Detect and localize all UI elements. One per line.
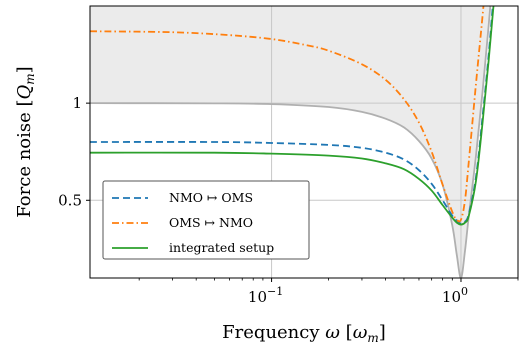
y-axis-label-text: Force noise xyxy=(14,112,35,217)
x-tick-label: 10−1 xyxy=(248,285,283,306)
series-line-1 xyxy=(90,6,494,225)
reference-line-layer xyxy=(90,6,492,278)
y-axis-label: Force noise [Qm] xyxy=(14,66,37,217)
x-axis-label: Frequency ω [ωm] xyxy=(222,322,386,345)
ticks-layer: 10−1 100 0.5 1 xyxy=(58,94,519,306)
legend: NMO ↦ OMS OMS ↦ NMO integrated setup xyxy=(102,180,310,260)
legend-label-3: integrated setup xyxy=(169,240,274,255)
series-layer xyxy=(90,6,495,226)
legend-label-1: NMO ↦ OMS xyxy=(169,190,253,205)
legend-box xyxy=(102,180,310,260)
y-tick-label: 0.5 xyxy=(58,191,82,209)
x-axis-label-unit-sub: m xyxy=(367,331,378,345)
x-tick-label: 100 xyxy=(442,285,468,306)
reference-fill-layer xyxy=(90,6,491,278)
x-axis-label-symbol: ω xyxy=(325,322,340,343)
series-line-2 xyxy=(90,6,485,223)
plot-frame xyxy=(89,5,519,279)
y-tick-label: 1 xyxy=(72,94,82,112)
x-axis-label-unit: ω xyxy=(353,322,368,343)
y-axis-label-unit: Q xyxy=(14,84,35,99)
legend-label-2: OMS ↦ NMO xyxy=(169,215,253,230)
y-axis-label-unit-sub: m xyxy=(23,73,37,84)
x-axis-label-text: Frequency xyxy=(222,322,320,343)
series-line-3 xyxy=(90,6,495,226)
reference-shaded-region xyxy=(90,6,491,278)
reference-curve xyxy=(90,6,492,278)
